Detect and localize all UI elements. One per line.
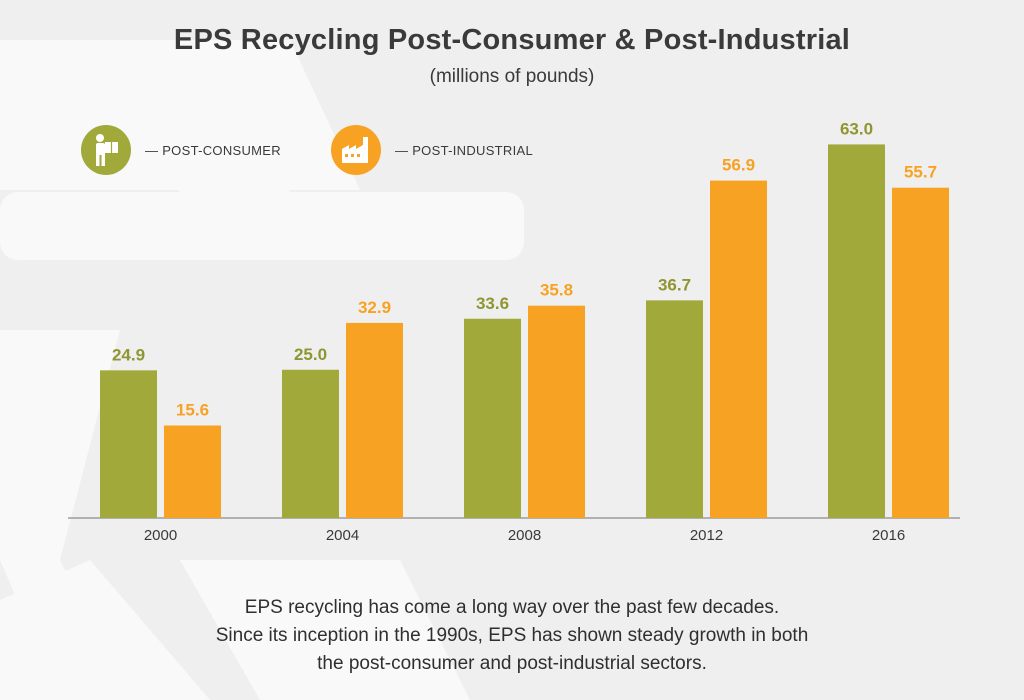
x-tick-label: 2004 — [326, 527, 359, 544]
legend-item-post-consumer: — POST-CONSUMER — [81, 125, 281, 175]
x-tick-label: 2008 — [508, 527, 541, 544]
chart-subtitle: (millions of pounds) — [429, 66, 595, 87]
data-label: 25.0 — [294, 345, 327, 364]
chart-caption: EPS recycling has come a long way over t… — [0, 594, 1024, 678]
caption-line: Since its inception in the 1990s, EPS ha… — [215, 625, 809, 646]
data-label: 32.9 — [358, 298, 391, 317]
data-label: 33.6 — [476, 294, 509, 313]
legend-label-post-consumer: — POST-CONSUMER — [145, 142, 281, 158]
data-label: 56.9 — [722, 156, 755, 175]
legend-label-post-industrial: — POST-INDUSTRIAL — [395, 142, 534, 158]
bar-post-industrial-2008 — [528, 305, 585, 518]
data-label: 35.8 — [540, 281, 573, 300]
x-tick-label: 2000 — [144, 527, 177, 544]
bar-post-consumer-2016 — [828, 144, 885, 518]
data-label: 15.6 — [176, 400, 209, 419]
bar-post-consumer-2000 — [100, 370, 157, 518]
data-label: 24.9 — [112, 345, 145, 364]
bar-post-industrial-2004 — [346, 322, 403, 518]
chart-title: EPS Recycling Post-Consumer & Post-Indus… — [173, 24, 851, 56]
x-tick-label: 2016 — [872, 527, 905, 544]
bar-post-industrial-2016 — [892, 187, 949, 518]
caption-line: EPS recycling has come a long way over t… — [244, 597, 780, 618]
data-label: 63.0 — [840, 119, 873, 138]
bar-post-industrial-2000 — [164, 425, 221, 518]
bar-post-consumer-2012 — [646, 300, 703, 518]
factory-icon — [331, 125, 381, 175]
legend-item-post-industrial: — POST-INDUSTRIAL — [331, 125, 533, 175]
caption-line: the post-consumer and post-industrial se… — [317, 653, 707, 674]
x-tick-label: 2012 — [690, 527, 723, 544]
data-label: 55.7 — [904, 163, 937, 182]
data-label: 36.7 — [658, 275, 691, 294]
bar-post-industrial-2012 — [710, 180, 767, 518]
bar-post-consumer-2004 — [282, 369, 339, 518]
worker-carrying-box-icon — [81, 125, 131, 175]
bar-post-consumer-2008 — [464, 318, 521, 518]
